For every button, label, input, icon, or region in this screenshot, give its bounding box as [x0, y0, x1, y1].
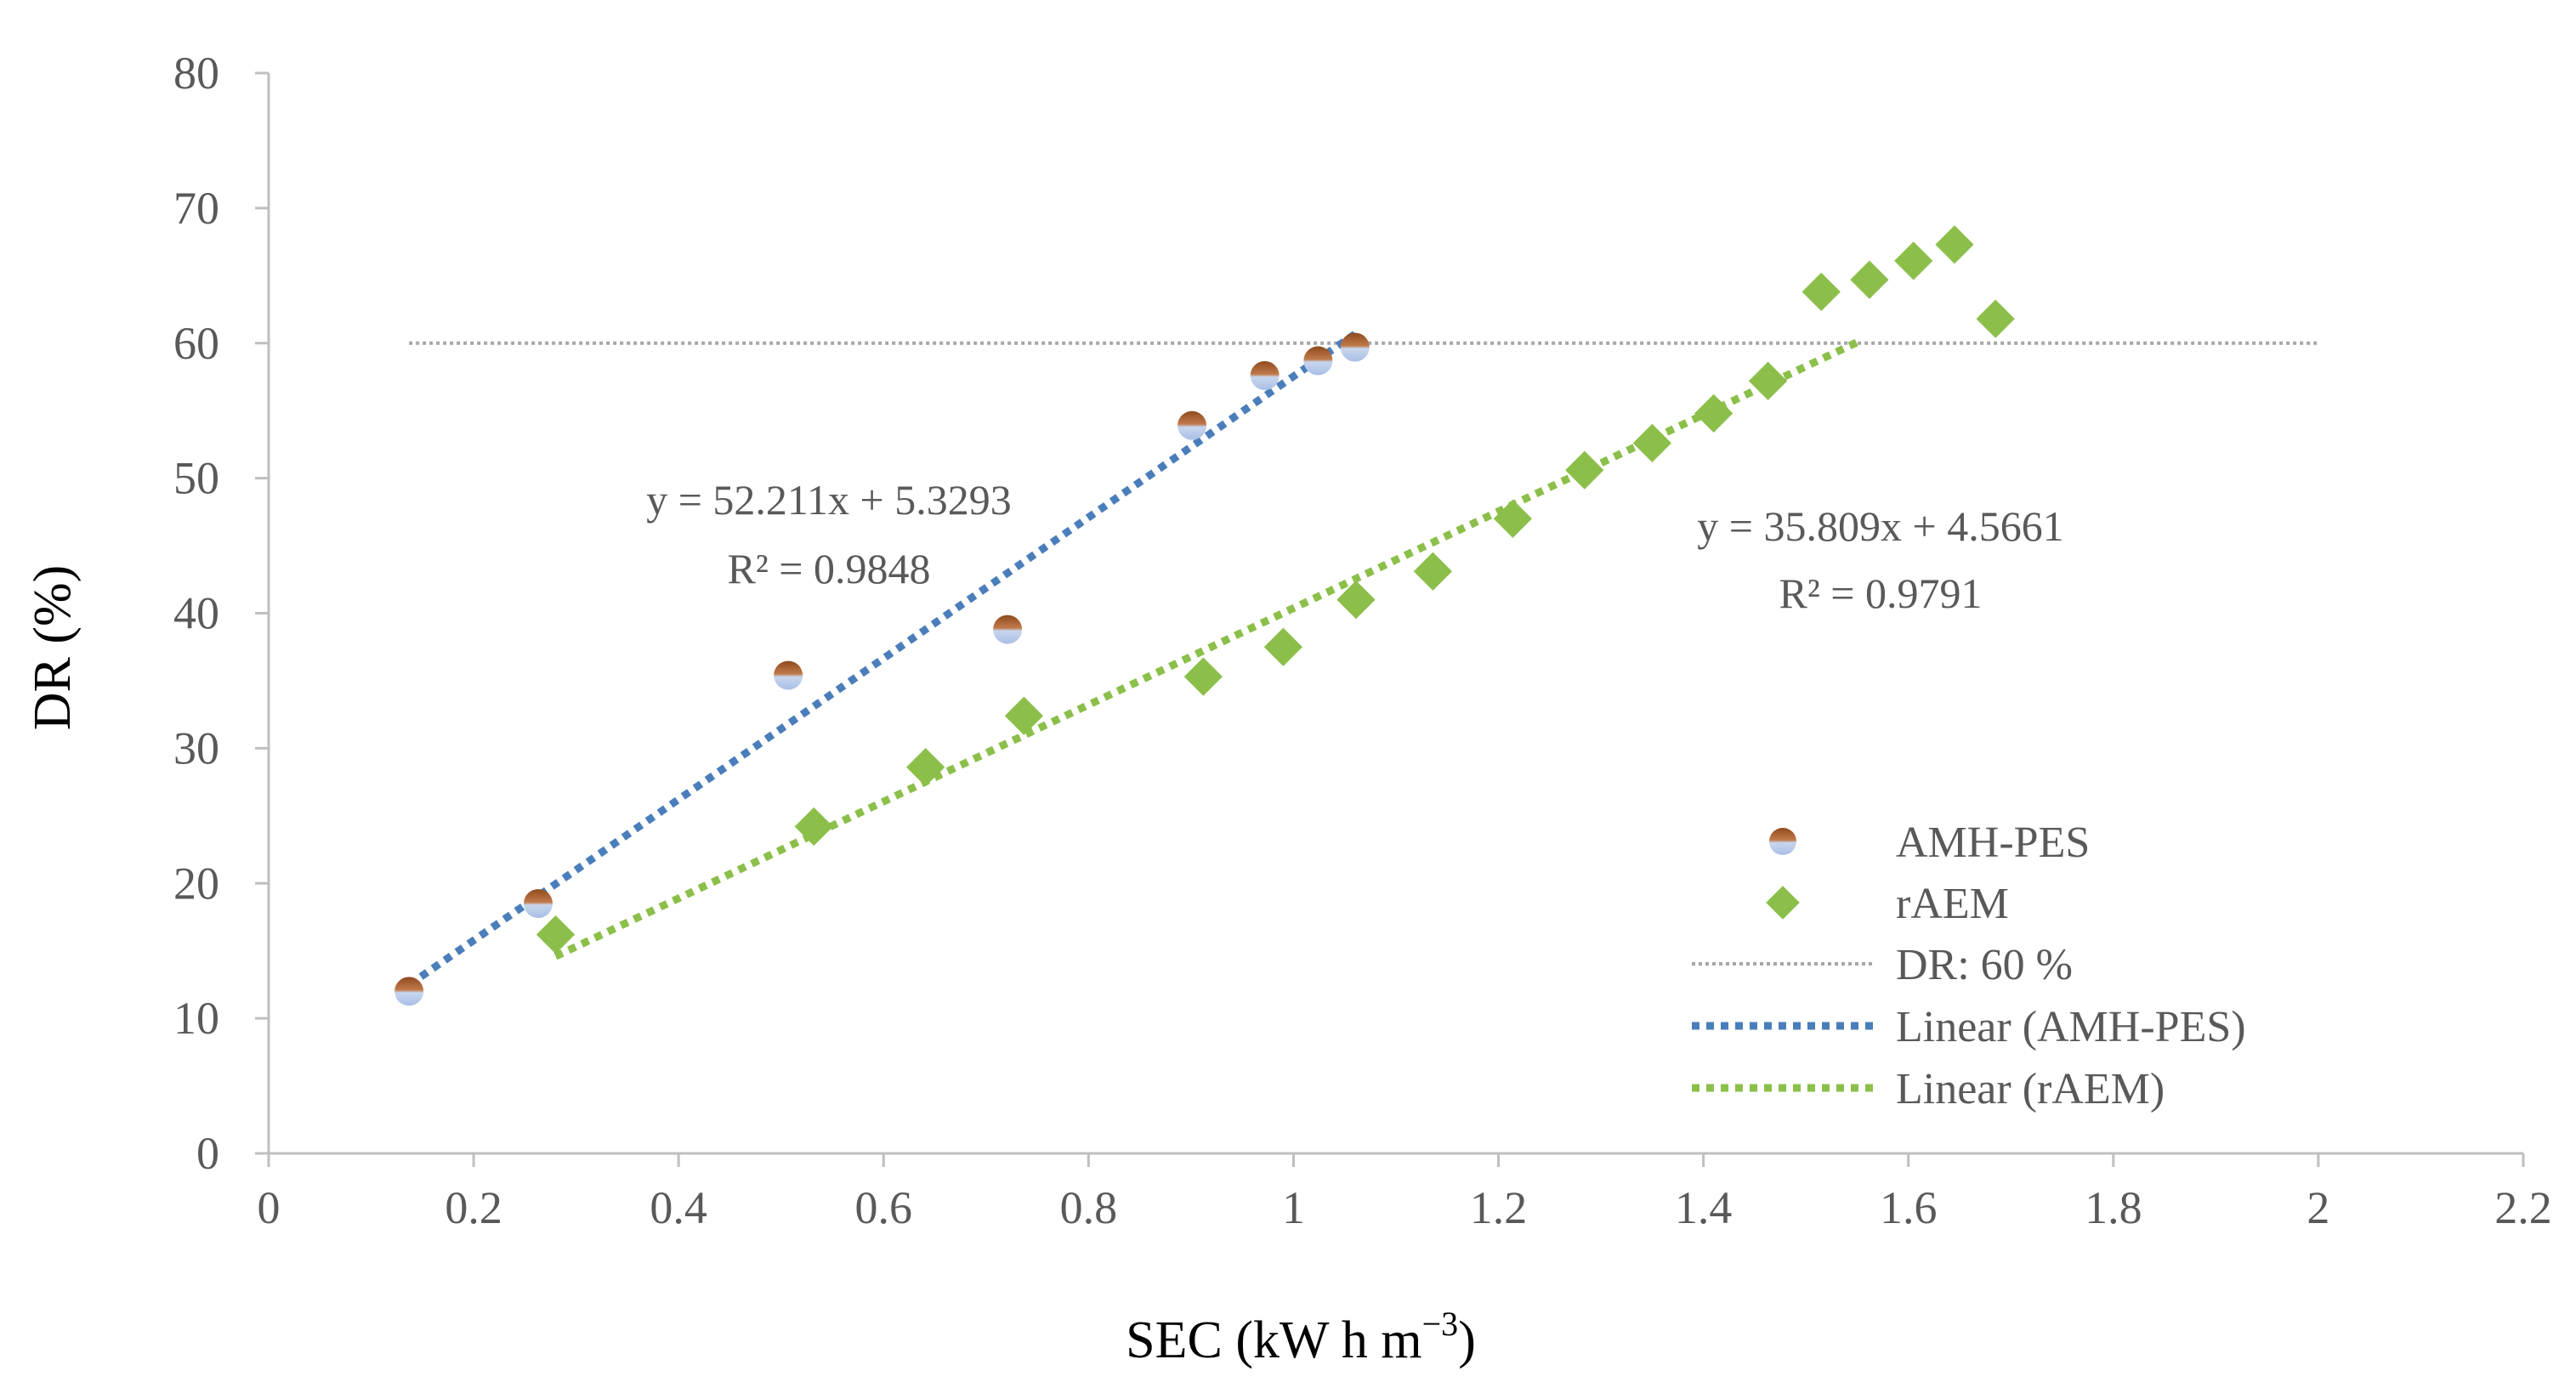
x-tick-label: 1.2: [1470, 1182, 1528, 1233]
y-tick-label: 0: [196, 1128, 219, 1179]
raem-point: [906, 747, 945, 787]
x-tick-label: 0.8: [1060, 1182, 1118, 1233]
raem-point: [1694, 394, 1733, 433]
x-tick-label: 2: [2306, 1182, 2329, 1233]
raem-point: [536, 915, 576, 954]
raem-point: [794, 807, 833, 847]
amh-pes-point: [774, 660, 803, 690]
raem-point: [1493, 499, 1533, 538]
equation-amh-pes-text: y = 52.211x + 5.3293: [646, 476, 1012, 524]
x-axis-title-main: SEC (kW h m: [1126, 1311, 1421, 1369]
r2-raem-text: R² = 0.9791: [1779, 569, 1982, 617]
legend: AMH-PES rAEM DR: 60 % Linear (AMH-PES) L…: [1692, 818, 2246, 1113]
y-tick-label: 40: [173, 588, 219, 639]
amh-pes-point: [524, 889, 553, 919]
axes: [267, 73, 2523, 1155]
raem-point: [1336, 580, 1376, 620]
legend-label-raem: rAEM: [1896, 880, 2009, 928]
amh-pes-point: [1340, 332, 1370, 362]
x-tick-label: 1: [1282, 1182, 1305, 1233]
legend-marker-raem: [1766, 886, 1800, 920]
raem-point: [1935, 225, 1974, 264]
x-axis-title: SEC (kW h m−3): [1126, 1305, 1476, 1369]
amh-pes-point: [1303, 346, 1333, 376]
y-axis-ticks: 0 10 20 30 40 50 60 70 80: [173, 48, 269, 1179]
r2-amh-pes-text: R² = 0.9848: [727, 545, 930, 592]
raem-point: [1004, 696, 1044, 735]
x-tick-label: 0: [258, 1182, 281, 1233]
x-tick-label: 1.6: [1880, 1182, 1938, 1233]
y-tick-label: 60: [173, 318, 219, 369]
equation-raem: y = 35.809x + 4.5661 R² = 0.9791: [1697, 502, 2063, 617]
y-tick-label: 10: [173, 993, 219, 1044]
amh-pes-point: [1177, 411, 1207, 440]
amh-pes-point: [993, 615, 1023, 644]
x-axis-title-sup: −3: [1422, 1305, 1459, 1343]
x-tick-label: 0.2: [445, 1182, 502, 1233]
legend-label-dr60: DR: 60 %: [1896, 941, 2073, 989]
legend-label-linear-amh-pes: Linear (AMH-PES): [1896, 1003, 2246, 1051]
raem-point: [1183, 657, 1223, 696]
y-tick-label: 80: [173, 48, 219, 99]
legend-label-linear-raem: Linear (rAEM): [1896, 1065, 2165, 1113]
raem-point: [1894, 241, 1933, 280]
x-axis-title-close: ): [1458, 1311, 1476, 1369]
raem-point: [1748, 361, 1788, 400]
raem-point: [1565, 450, 1604, 490]
y-tick-label: 20: [173, 858, 219, 909]
y-tick-label: 50: [173, 453, 219, 504]
raem-point: [1976, 299, 2015, 338]
series-amh-pes: [394, 332, 1370, 1006]
y-tick-label: 70: [173, 183, 219, 234]
raem-point: [1850, 260, 1889, 299]
equation-amh-pes: y = 52.211x + 5.3293 R² = 0.9848: [646, 476, 1012, 592]
x-tick-label: 2.2: [2494, 1182, 2552, 1233]
amh-pes-point: [394, 977, 424, 1006]
y-axis-title: DR (%): [24, 565, 82, 731]
y-tick-label: 30: [173, 722, 219, 773]
legend-label-amh-pes: AMH-PES: [1896, 818, 2090, 867]
legend-marker-amh-pes: [1769, 828, 1796, 855]
raem-point: [1801, 272, 1841, 312]
equation-raem-text: y = 35.809x + 4.5661: [1697, 502, 2063, 550]
amh-pes-point: [1250, 360, 1279, 390]
x-tick-label: 1.8: [2085, 1182, 2142, 1233]
trendlines: [406, 331, 1859, 988]
x-tick-label: 1.4: [1675, 1182, 1733, 1233]
x-axis-ticks: 0 0.2 0.4 0.6 0.8 1 1.2 1.4 1.6 1.8 2 2.2: [258, 1153, 2552, 1233]
trendline-amh-pes: [406, 331, 1358, 988]
x-tick-label: 0.4: [650, 1182, 707, 1233]
raem-point: [1413, 552, 1453, 591]
x-tick-label: 0.6: [855, 1182, 913, 1233]
raem-point: [1263, 627, 1303, 666]
